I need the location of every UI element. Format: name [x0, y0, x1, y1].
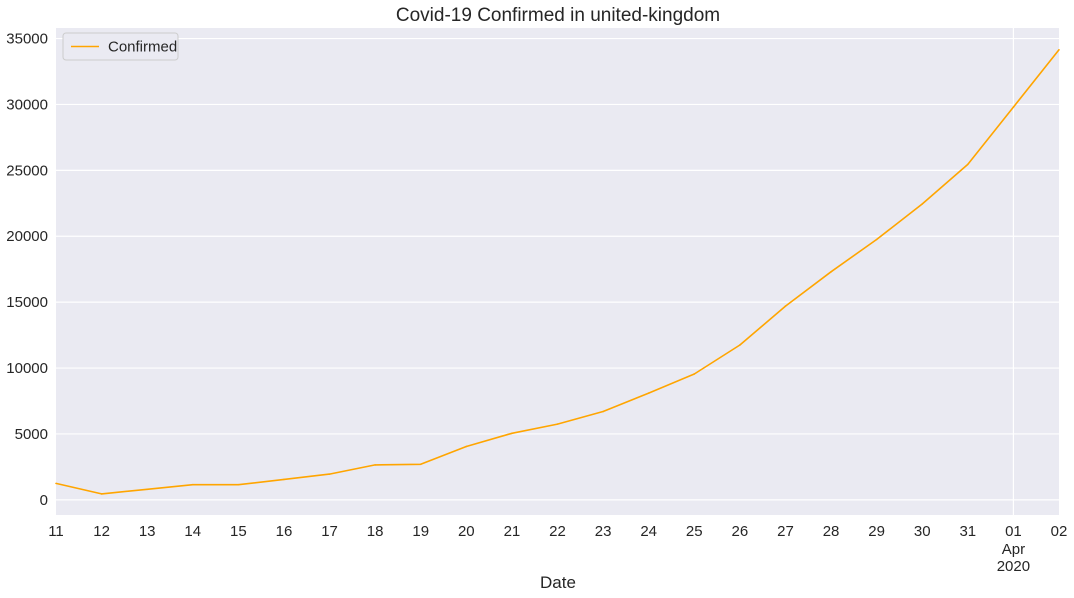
x-tick-label: 26: [732, 523, 749, 540]
x-tick-label: 13: [139, 523, 156, 540]
x-tick-label: 19: [412, 523, 429, 540]
x-tick-label: 15: [230, 523, 247, 540]
x-tick-label: 20: [458, 523, 475, 540]
data-point: [146, 488, 148, 491]
y-tick-label: 20000: [6, 228, 48, 245]
y-tick-label: 35000: [6, 31, 48, 48]
data-point: [739, 344, 741, 346]
data-point: [967, 163, 969, 166]
y-tick-label: 10000: [6, 360, 48, 377]
legend-label: Confirmed: [108, 39, 177, 56]
x-tick-label: 16: [276, 523, 293, 540]
x-tick-label: 31: [959, 523, 976, 540]
data-point: [875, 238, 878, 241]
legend: Confirmed: [62, 32, 179, 61]
x-tick-label: 29: [868, 523, 885, 540]
data-point: [693, 373, 696, 375]
x-tick-label: 21: [504, 523, 521, 540]
x-axis: 11 12 13 14 15 16 17 18 19 20 21 22 23 24 25 26 27 28 29 30…: [48, 523, 1067, 575]
y-tick-label: 15000: [6, 294, 48, 311]
y-tick-label: 30000: [6, 96, 48, 113]
data-point: [921, 203, 924, 205]
data-point: [283, 478, 285, 481]
x-tick-label: 01: [1005, 523, 1022, 540]
data-point: [647, 392, 650, 394]
x-tick-label: 30: [914, 523, 931, 540]
data-point: [237, 483, 240, 486]
x-axis-label: Date: [540, 573, 576, 592]
data-point: [55, 482, 57, 485]
y-tick-label: 0: [40, 492, 48, 509]
data-point: [419, 463, 422, 466]
plot-area: [56, 28, 1059, 515]
data-point: [1058, 48, 1060, 51]
grid: [56, 28, 1059, 515]
data-point: [511, 432, 513, 435]
y-tick-label: 25000: [6, 162, 48, 179]
x-tick-label: 28: [823, 523, 840, 540]
x-tick-label: 22: [549, 523, 566, 540]
data-point: [328, 473, 331, 475]
legend-box: [62, 32, 179, 61]
x-tick-sublabel: 2020: [997, 558, 1030, 575]
chart-title: Covid-19 Confirmed in united-kingdom: [396, 5, 720, 26]
x-tick-label: 12: [93, 523, 110, 540]
data-point: [784, 305, 787, 307]
x-tick-label: 27: [777, 523, 794, 540]
x-tick-label: 11: [48, 523, 64, 540]
data-point: [602, 410, 604, 413]
x-tick-label: 24: [640, 523, 657, 540]
x-tick-label: 25: [686, 523, 703, 540]
x-tick-label: 23: [595, 523, 612, 540]
data-point: [465, 445, 468, 448]
x-tick-label: 17: [321, 523, 338, 540]
x-tick-label: 14: [184, 523, 201, 540]
x-tick-label: 02: [1051, 523, 1068, 540]
series-group: [55, 48, 1060, 495]
x-tick-sublabel: Apr: [1002, 541, 1025, 558]
data-point: [556, 423, 559, 425]
data-point: [374, 464, 376, 466]
y-axis: 0 5000 10000 15000 20000 25000 30000 35000: [6, 31, 48, 509]
x-tick-label: 18: [367, 523, 384, 540]
data-point: [191, 483, 194, 486]
data-point: [830, 271, 832, 273]
data-point: [100, 493, 103, 495]
y-tick-label: 5000: [15, 426, 48, 443]
data-point: [1012, 106, 1015, 108]
